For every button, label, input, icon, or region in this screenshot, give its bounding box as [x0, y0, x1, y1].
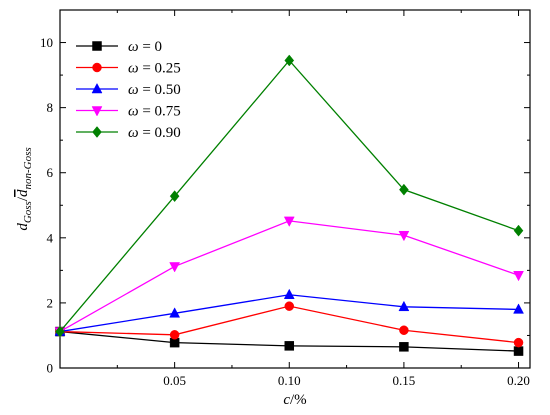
data-point — [284, 54, 295, 67]
data-point — [399, 325, 409, 335]
data-point — [513, 224, 524, 237]
x-tick-label: 0.15 — [393, 373, 416, 388]
legend-label: ω = 0.90 — [128, 125, 181, 141]
series-line — [59, 294, 519, 333]
legend: ω = 0 ω = 0.25 ω = 0.50 ω = 0.75 ω = 0.90 — [76, 39, 181, 141]
x-tick-label: 0.05 — [163, 373, 186, 388]
x-axis-label-unit: /% — [290, 392, 307, 408]
x-axis-label: c/% — [283, 392, 306, 408]
y-label-dbar: d — [15, 189, 31, 197]
x-tick-label: 0.20 — [507, 373, 530, 388]
y-tick-label: 8 — [47, 100, 54, 115]
data-point — [284, 301, 295, 311]
y-axis-label: dGoss/dnon-Goss — [15, 147, 34, 230]
data-point — [513, 303, 524, 314]
series-2 — [54, 288, 524, 336]
data-point — [398, 300, 410, 312]
series-3 — [54, 216, 524, 338]
y-axis-ticks: 0 2 4 6 8 10 — [40, 35, 530, 376]
data-point — [169, 190, 180, 203]
legend-marker — [91, 82, 103, 94]
data-point — [169, 330, 180, 340]
y-tick-label: 4 — [47, 230, 54, 245]
legend-item: ω = 0.90 — [76, 125, 181, 141]
legend-label: ω = 0.25 — [128, 61, 181, 77]
y-label-sub-goss: Goss — [22, 201, 34, 223]
data-point — [513, 270, 524, 282]
x-axis-ticks: 0.05 0.10 0.15 0.20 — [116, 10, 530, 388]
data-point — [169, 262, 181, 273]
y-label-separator: / — [15, 196, 31, 201]
series-line — [59, 305, 519, 344]
series-4 — [55, 54, 524, 338]
y-tick-label: 10 — [40, 35, 53, 50]
legend-item: ω = 0 — [76, 39, 162, 55]
y-tick-label: 2 — [47, 295, 54, 310]
legend-marker — [92, 41, 102, 51]
legend-label: ω = 0.75 — [128, 104, 181, 120]
data-point — [283, 288, 295, 300]
data-point — [283, 216, 295, 227]
legend-label: ω = 0 — [128, 39, 162, 55]
series-0 — [55, 326, 524, 356]
data-point — [513, 337, 524, 348]
data-point — [513, 346, 524, 356]
series-layer — [54, 54, 524, 356]
data-point — [55, 325, 65, 338]
x-tick-label: 0.10 — [278, 373, 301, 388]
data-point — [398, 230, 410, 242]
y-tick-label: 0 — [47, 361, 54, 376]
data-point — [399, 183, 409, 196]
legend-marker — [91, 106, 103, 117]
x-axis-label-main: c — [283, 392, 290, 408]
data-point — [284, 341, 295, 351]
legend-item: ω = 0.25 — [76, 61, 181, 77]
data-point — [169, 307, 181, 318]
y-label-sub-non-goss: non-Goss — [22, 147, 34, 189]
plot-frame — [59, 9, 531, 369]
legend-item: ω = 0.75 — [76, 104, 181, 120]
legend-label: ω = 0.50 — [128, 82, 181, 98]
legend-marker — [92, 62, 102, 73]
series-line — [59, 220, 519, 333]
legend-marker — [92, 126, 102, 138]
legend-item: ω = 0.50 — [76, 82, 181, 98]
y-tick-label: 6 — [47, 165, 54, 180]
data-point — [399, 342, 409, 352]
y-label-d: d — [15, 223, 31, 231]
